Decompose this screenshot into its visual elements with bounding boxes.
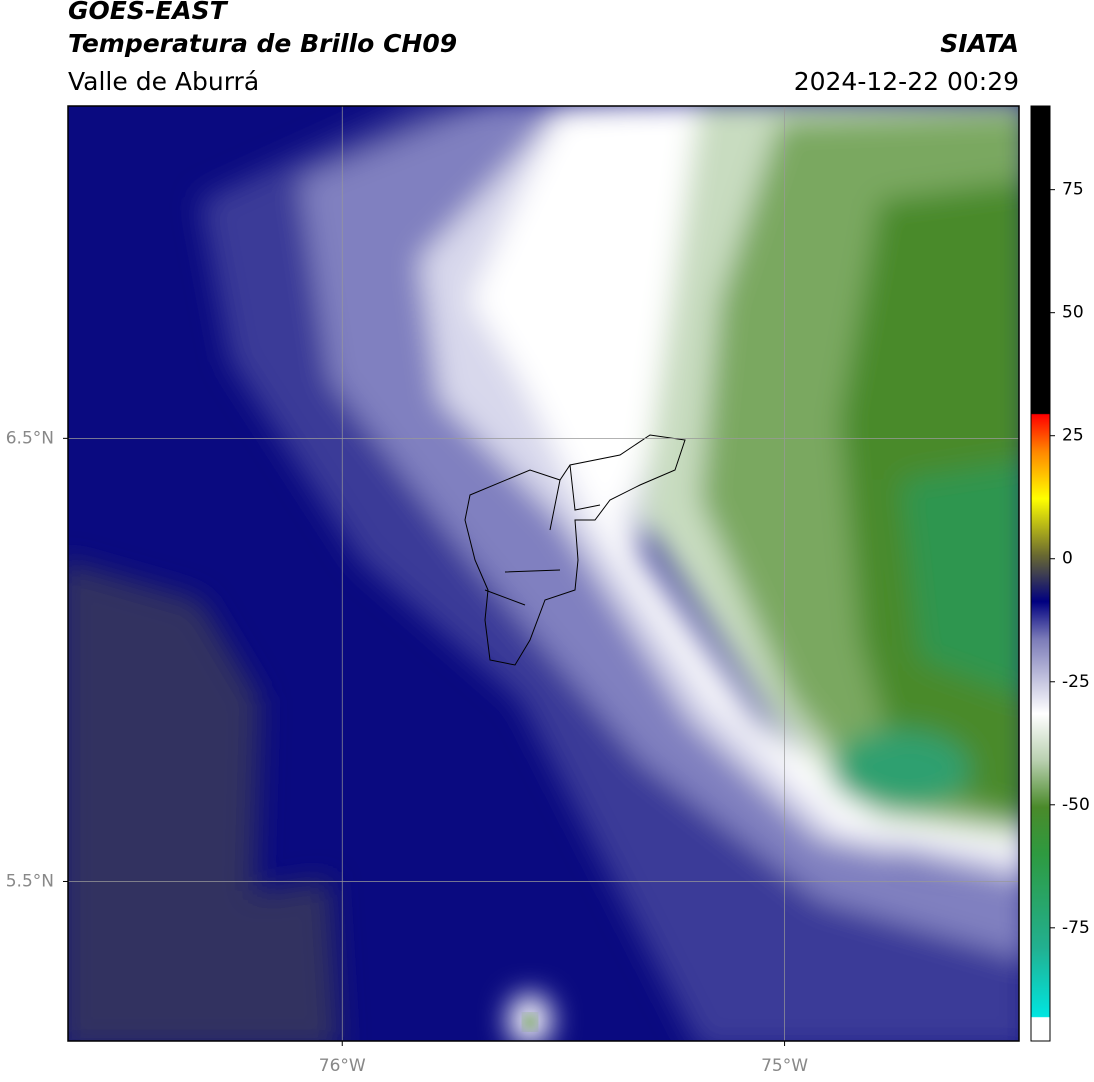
title: GOES-EAST xyxy=(68,0,229,25)
x-tick-label: 75°W xyxy=(761,1056,808,1076)
grid xyxy=(68,106,1019,1041)
colorbar-tick-label: -50 xyxy=(1062,795,1090,815)
colorbar-tick-label: -75 xyxy=(1062,918,1090,938)
timestamp: 2024-12-22 00:29 xyxy=(794,67,1019,96)
colorbar-tick-label: 75 xyxy=(1062,180,1084,200)
colorbar-tick-label: 25 xyxy=(1062,426,1084,446)
colorbar xyxy=(1030,105,1051,1042)
valley-boundary xyxy=(464,434,686,666)
colorbar-tick-label: 0 xyxy=(1062,549,1073,569)
source: SIATA xyxy=(940,29,1019,58)
colorbar-tick-label: -25 xyxy=(1062,672,1090,692)
y-tick-label: 5.5°N xyxy=(6,871,54,891)
y-tick-label: 6.5°N xyxy=(6,428,54,448)
map-frame xyxy=(67,105,1020,1042)
x-tick-label: 76°W xyxy=(319,1056,366,1076)
subtitle: Temperatura de Brillo CH09 xyxy=(68,29,457,58)
region: Valle de Aburrá xyxy=(68,67,259,96)
imagery xyxy=(68,106,1019,1041)
colorbar-tick-label: 50 xyxy=(1062,303,1084,323)
